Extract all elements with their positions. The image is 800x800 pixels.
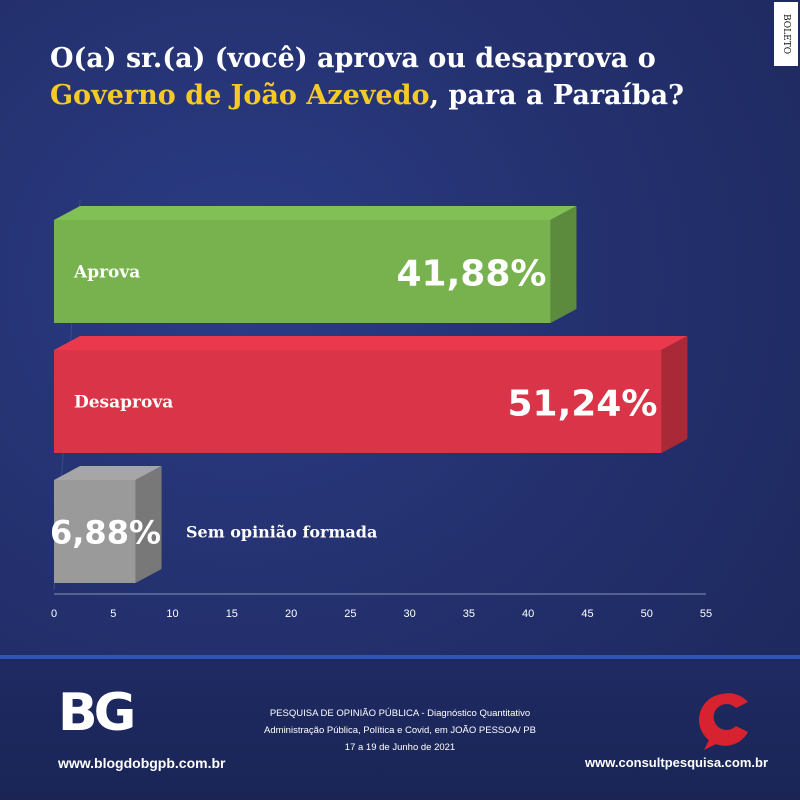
bar-top-face [54,466,162,480]
title-part-1: O(a) sr.(a) (você) aprova ou desaprova o [50,43,656,74]
x-tick-label: 10 [166,608,178,620]
consult-logo-icon [699,693,748,750]
x-tick-label: 25 [344,608,356,620]
bg-logo: BG [58,683,136,743]
title-part-2: , para a Paraíba? [429,80,684,111]
x-tick-label: 45 [581,608,593,620]
blog-site-link[interactable]: www.blogdobgpb.com.br [58,755,226,771]
x-tick-label: 5 [110,608,116,620]
footer [0,659,800,800]
consult-site-link[interactable]: www.consultpesquisa.com.br [585,755,768,770]
chart-title: O(a) sr.(a) (você) aprova ou desaprova o… [50,40,750,114]
survey-info-line-2: Administração Pública, Política e Covid,… [264,725,536,736]
bar-side-face [135,466,162,583]
bar-top-face [54,336,688,350]
x-tick-label: 40 [522,608,534,620]
x-tick-label: 20 [285,608,297,620]
x-tick-label: 30 [404,608,416,620]
bar [54,350,662,453]
bar-category-label: Sem opinião formada [186,523,377,542]
bar-category-label: Aprova [73,263,140,283]
bar [54,220,551,323]
footer-divider [0,655,800,659]
survey-info-line-3: 17 a 19 de Junho de 2021 [344,742,456,753]
survey-info: PESQUISA DE OPINIÃO PÚBLICA - Diagnóstic… [225,705,575,756]
bar-value-label: 6,88% [50,514,161,552]
title-highlight: Governo de João Azevedo [50,80,430,111]
bar [54,480,136,583]
x-tick-label: 0 [51,608,57,620]
survey-info-line-1: PESQUISA DE OPINIÃO PÚBLICA - Diagnóstic… [269,708,531,719]
bar-top-face [54,206,577,220]
side-logo: BOLETO [774,2,798,66]
x-tick-label: 35 [463,608,475,620]
bar-value-label: 41,88% [397,254,547,295]
bar-chart: 0 5 10 15 20 25 30 35 40 45 50 55 Aprova 41,88% Desapr… [50,199,712,620]
x-tick-label: 55 [700,608,712,620]
bar-side-face [550,206,577,323]
x-tick-label: 50 [641,608,653,620]
bar-side-face [661,336,688,453]
bar-category-label: Desaprova [74,393,173,413]
x-tick-label: 15 [226,608,238,620]
bar-value-label: 51,24% [507,384,657,425]
